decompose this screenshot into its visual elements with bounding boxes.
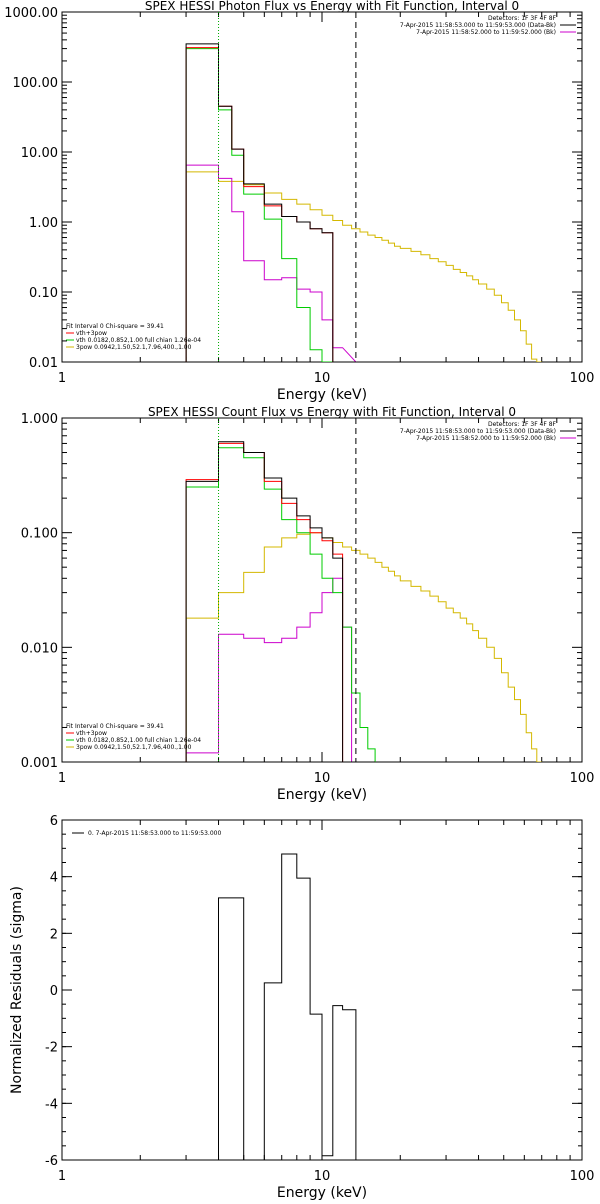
legend-bottom-entry: 3pow 0.0942,1.50,52.1,7.96,400.,1.00 bbox=[76, 344, 192, 351]
panel-2: 1 10 100 0.001 0.010 0.100 1.000 SPEX HESSI Cou… bbox=[21, 405, 595, 803]
x-tick-label: 100 bbox=[570, 771, 595, 786]
y-tick-label: 1.000 bbox=[21, 412, 58, 427]
legend-top-entry: 7-Apr-2015 11:58:52.000 to 11:59:52.000 … bbox=[416, 435, 556, 442]
x-tick-label: 100 bbox=[570, 1169, 595, 1184]
y-tick-label: 0.100 bbox=[21, 527, 58, 542]
x-tick-label: 10 bbox=[314, 371, 331, 386]
x-tick-label: 10 bbox=[314, 1169, 331, 1184]
legend-top-entry: 7-Apr-2015 11:58:53.000 to 11:59:53.000 … bbox=[400, 22, 556, 29]
y-tick-label: 0.10 bbox=[29, 286, 58, 301]
legend-residual-entry: 0. 7-Apr-2015 11:58:53.000 to 11:59:53.0… bbox=[88, 830, 221, 837]
data-layer bbox=[218, 853, 357, 1160]
y-tick-label: -4 bbox=[45, 1097, 58, 1112]
y-tick-label: 6 bbox=[50, 814, 58, 829]
y-tick-label: 0.001 bbox=[21, 756, 58, 771]
y-axis-label: Normalized Residuals (sigma) bbox=[9, 886, 25, 1094]
series-3pow-yellow bbox=[185, 171, 542, 362]
legend-bottom-entry: vth 0.0182,0.852,1.00 full chian 1.26e-0… bbox=[76, 337, 201, 344]
panel-3: 1 10 100 -6 -4 -2 0 2 4 6 Energy (keV) Normalized R… bbox=[9, 814, 595, 1201]
chart-title: SPEX HESSI Photon Flux vs Energy with Fi… bbox=[145, 0, 519, 13]
legend-top-entry: Detectors: 1F 3F 4F 8F bbox=[488, 421, 557, 428]
legend-bottom-entry: Fit Interval 0 Chi-square = 39.41 bbox=[66, 723, 164, 730]
legend-bottom-entry: vth 0.0182,0.852,1.00 full chian 1.26e-0… bbox=[76, 737, 201, 744]
legend-bottom-entry: vth+3pow bbox=[76, 330, 107, 337]
series-vth-3pow bbox=[185, 442, 376, 762]
legend-bottom-entry: 3pow 0.0942,1.50,52.1,7.96,400.,1.00 bbox=[76, 744, 192, 751]
x-axis-label: Energy (keV) bbox=[277, 387, 367, 403]
series-vth bbox=[185, 48, 356, 362]
y-tick-label: 100.00 bbox=[13, 76, 59, 91]
y-tick-label: 1.00 bbox=[29, 216, 58, 231]
y-tick-label: 10.00 bbox=[21, 146, 58, 161]
series-vth bbox=[185, 447, 376, 762]
data-layer bbox=[185, 12, 542, 362]
series-bk bbox=[185, 577, 376, 762]
series-data-bk bbox=[185, 43, 356, 362]
x-tick-label: 1 bbox=[58, 771, 66, 786]
y-tick-label: 0.010 bbox=[21, 641, 58, 656]
legend-bottom-entry: vth+3pow bbox=[76, 730, 107, 737]
legend-top-entry: 7-Apr-2015 11:58:53.000 to 11:59:53.000 … bbox=[400, 428, 556, 435]
series-0-7-apr-2015-11-58-53-000-to-11-59-53-000 bbox=[218, 853, 357, 1160]
legend-bottom-entry: Fit Interval 0 Chi-square = 39.41 bbox=[66, 323, 164, 330]
x-axis-label: Energy (keV) bbox=[277, 1185, 367, 1200]
y-tick-label: 0 bbox=[50, 984, 58, 999]
chart-title: SPEX HESSI Count Flux vs Energy with Fit… bbox=[148, 405, 516, 419]
x-tick-label: 10 bbox=[314, 771, 331, 786]
data-layer bbox=[185, 418, 542, 762]
y-tick-label: -2 bbox=[45, 1041, 58, 1056]
x-tick-label: 1 bbox=[58, 371, 66, 386]
x-axis-label: Energy (keV) bbox=[277, 787, 367, 803]
x-tick-label: 1 bbox=[58, 1169, 66, 1184]
legend-top-entry: Detectors: 1F 3F 4F 8F bbox=[488, 15, 557, 22]
x-tick-label: 100 bbox=[570, 371, 595, 386]
series-vth-3pow bbox=[185, 47, 356, 362]
series-data-bk bbox=[185, 441, 376, 762]
y-tick-label: 1000.00 bbox=[4, 6, 58, 21]
y-tick-label: 4 bbox=[50, 871, 58, 886]
y-tick-label: 0.01 bbox=[29, 356, 58, 371]
plot-frame bbox=[61, 417, 583, 763]
y-tick-label: 2 bbox=[50, 927, 58, 942]
y-tick-label: -6 bbox=[45, 1154, 58, 1169]
panel-1: 1 10 100 0.01 0.10 1.00 10.00 100.00 1000.00 SPEX… bbox=[4, 0, 594, 403]
series-bk bbox=[185, 164, 357, 362]
legend-top-entry: 7-Apr-2015 11:58:52.000 to 11:59:52.000 … bbox=[416, 29, 556, 36]
